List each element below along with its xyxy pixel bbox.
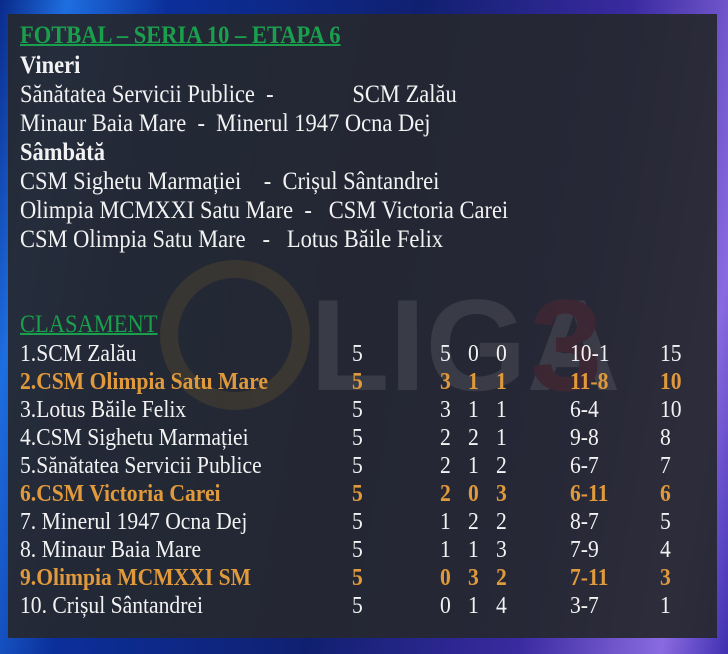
cell-pts: 6 bbox=[660, 481, 671, 507]
table-row: 9.Olimpia MCMXXI SM 5 0 3 2 7-11 3 bbox=[0, 564, 728, 592]
cell-pts: 10 bbox=[660, 397, 682, 423]
cell-team: 5.Sănătatea Servicii Publice bbox=[20, 453, 262, 479]
cell-d: 3 bbox=[468, 565, 479, 591]
cell-team: 10. Crișul Sântandrei bbox=[20, 593, 203, 619]
cell-played: 5 bbox=[352, 369, 363, 395]
cell-pts: 4 bbox=[660, 537, 671, 563]
cell-played: 5 bbox=[352, 481, 363, 507]
table-row: 2.CSM Olimpia Satu Mare 5 3 1 1 11-8 10 bbox=[0, 368, 728, 396]
cell-w: 5 bbox=[440, 341, 451, 367]
cell-pts: 8 bbox=[660, 425, 671, 451]
cell-w: 2 bbox=[440, 481, 451, 507]
day-label: Vineri bbox=[20, 52, 81, 79]
cell-team: 4.CSM Sighetu Marmației bbox=[20, 425, 249, 451]
cell-d: 1 bbox=[468, 397, 479, 423]
content-panel bbox=[8, 14, 717, 638]
cell-l: 2 bbox=[496, 453, 507, 479]
cell-pts: 3 bbox=[660, 565, 671, 591]
fixture: Olimpia MCMXXI Satu Mare - CSM Victoria … bbox=[20, 197, 509, 224]
table-row: 1.SCM Zalău 5 5 0 0 10-1 15 bbox=[0, 340, 728, 368]
table-row: 7. Minerul 1947 Ocna Dej 5 1 2 2 8-7 5 bbox=[0, 508, 728, 536]
cell-team: 6.CSM Victoria Carei bbox=[20, 481, 221, 507]
liga3-watermark-logo: LIGA 3 bbox=[160, 250, 621, 420]
cell-w: 0 bbox=[440, 565, 451, 591]
table-row: 4.CSM Sighetu Marmației 5 2 2 1 9-8 8 bbox=[0, 424, 728, 452]
cell-w: 2 bbox=[440, 453, 451, 479]
cell-played: 5 bbox=[352, 453, 363, 479]
table-row: 8. Minaur Baia Mare 5 1 1 3 7-9 4 bbox=[0, 536, 728, 564]
cell-l: 4 bbox=[496, 593, 507, 619]
cell-played: 5 bbox=[352, 593, 363, 619]
cell-d: 2 bbox=[468, 509, 479, 535]
cell-d: 0 bbox=[468, 481, 479, 507]
cell-goals: 9-8 bbox=[570, 425, 599, 451]
cell-played: 5 bbox=[352, 397, 363, 423]
cell-pts: 7 bbox=[660, 453, 671, 479]
fixture: CSM Sighetu Marmației - Crișul Sântandre… bbox=[20, 168, 440, 195]
fixture: Sănătatea Servicii Publice - SCM Zalău bbox=[20, 81, 457, 108]
cell-d: 1 bbox=[468, 453, 479, 479]
cell-l: 0 bbox=[496, 341, 507, 367]
cell-team: 8. Minaur Baia Mare bbox=[20, 537, 202, 563]
cell-team: 3.Lotus Băile Felix bbox=[20, 397, 187, 423]
table-row: 3.Lotus Băile Felix 5 3 1 1 6-4 10 bbox=[0, 396, 728, 424]
cell-goals: 11-8 bbox=[570, 369, 609, 395]
table-row: 10. Crișul Sântandrei 5 0 1 4 3-7 1 bbox=[0, 592, 728, 620]
cell-l: 3 bbox=[496, 537, 507, 563]
cell-goals: 10-1 bbox=[570, 341, 610, 367]
cell-goals: 7-11 bbox=[570, 565, 609, 591]
cell-d: 1 bbox=[468, 369, 479, 395]
cell-team: 2.CSM Olimpia Satu Mare bbox=[20, 369, 269, 395]
cell-l: 1 bbox=[496, 425, 507, 451]
cell-pts: 15 bbox=[660, 341, 682, 367]
cell-goals: 6-7 bbox=[570, 453, 599, 479]
cell-d: 1 bbox=[468, 537, 479, 563]
standings-title: CLASAMENT bbox=[20, 311, 158, 338]
cell-l: 2 bbox=[496, 509, 507, 535]
cell-goals: 8-7 bbox=[570, 509, 599, 535]
page-title: FOTBAL – SERIA 10 – ETAPA 6 bbox=[20, 22, 341, 49]
cell-team: 9.Olimpia MCMXXI SM bbox=[20, 565, 251, 591]
fixture: Minaur Baia Mare - Minerul 1947 Ocna Dej bbox=[20, 110, 431, 137]
cell-played: 5 bbox=[352, 425, 363, 451]
cell-played: 5 bbox=[352, 509, 363, 535]
cell-played: 5 bbox=[352, 537, 363, 563]
cell-w: 3 bbox=[440, 397, 451, 423]
cell-played: 5 bbox=[352, 341, 363, 367]
cell-goals: 6-4 bbox=[570, 397, 599, 423]
cell-goals: 6-11 bbox=[570, 481, 609, 507]
cell-played: 5 bbox=[352, 565, 363, 591]
cell-pts: 5 bbox=[660, 509, 671, 535]
cell-team: 7. Minerul 1947 Ocna Dej bbox=[20, 509, 248, 535]
cell-team: 1.SCM Zalău bbox=[20, 341, 137, 367]
cell-w: 1 bbox=[440, 537, 451, 563]
cell-d: 0 bbox=[468, 341, 479, 367]
cell-pts: 1 bbox=[660, 593, 671, 619]
table-row: 6.CSM Victoria Carei 5 2 0 3 6-11 6 bbox=[0, 480, 728, 508]
cell-w: 1 bbox=[440, 509, 451, 535]
cell-d: 1 bbox=[468, 593, 479, 619]
cell-l: 3 bbox=[496, 481, 507, 507]
cell-l: 2 bbox=[496, 565, 507, 591]
cell-goals: 3-7 bbox=[570, 593, 599, 619]
cell-w: 2 bbox=[440, 425, 451, 451]
cell-pts: 10 bbox=[660, 369, 682, 395]
cell-d: 2 bbox=[468, 425, 479, 451]
table-row: 5.Sănătatea Servicii Publice 5 2 1 2 6-7 7 bbox=[0, 452, 728, 480]
day-label: Sâmbătă bbox=[20, 139, 106, 166]
cell-goals: 7-9 bbox=[570, 537, 599, 563]
cell-w: 3 bbox=[440, 369, 451, 395]
cell-w: 0 bbox=[440, 593, 451, 619]
fixture: CSM Olimpia Satu Mare - Lotus Băile Feli… bbox=[20, 226, 444, 253]
cell-l: 1 bbox=[496, 369, 507, 395]
cell-l: 1 bbox=[496, 397, 507, 423]
